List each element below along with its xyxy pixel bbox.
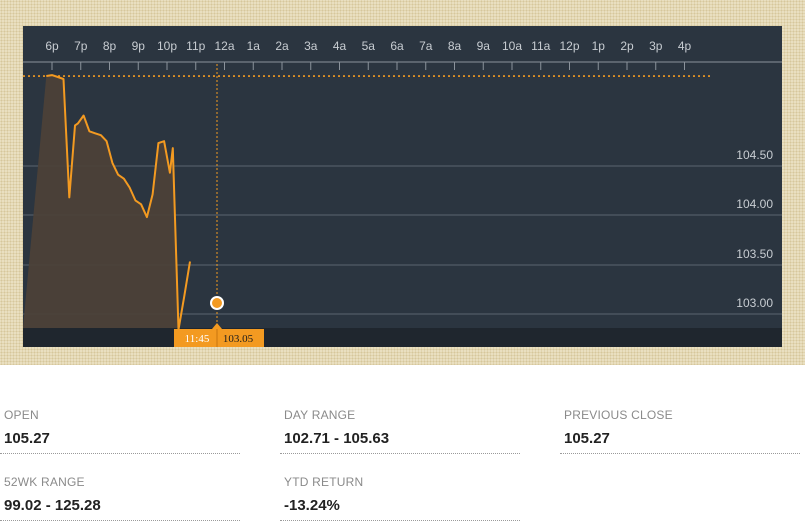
y-tick-label: 104.00 [736,197,773,211]
cursor-pointer [212,323,222,329]
x-tick-label: 6a [390,39,404,53]
x-tick-label: 10a [502,39,522,53]
y-tick-label: 103.50 [736,247,773,261]
x-tick-label: 12p [559,39,579,53]
x-tick-label: 8p [103,39,117,53]
cursor-time: 11:45 [185,333,210,345]
x-tick-label: 6p [45,39,59,53]
chart-frame: 104.50 104.00 103.50 103.00 6p 7p 8p 9p 10p 11p 12… [0,0,805,365]
x-tick-label: 9p [132,39,146,53]
x-tick-label: 8a [448,39,462,53]
stat-label: PREVIOUS CLOSE [564,408,673,422]
x-tick-label: 4a [333,39,347,53]
stat-previous-close: PREVIOUS CLOSE 105.27 [560,395,800,454]
x-tick-label: 11p [186,39,205,53]
stat-label: 52WK RANGE [4,475,85,489]
price-line [46,74,191,331]
x-tick-label: 3p [649,39,663,53]
x-tick-label: 1a [247,39,261,53]
price-area [23,75,179,330]
stat-label: OPEN [4,408,39,422]
x-tick-label: 1p [592,39,606,53]
stat-value: 105.27 [4,430,50,447]
stat-value: 105.27 [564,430,610,447]
stat-ytd-return: YTD RETURN -13.24% [280,462,520,521]
cursor-point [210,296,224,310]
stat-value: 102.71 - 105.63 [284,430,390,447]
y-tick-label: 103.00 [736,296,773,310]
stat-value: 99.02 - 125.28 [4,497,101,514]
x-tick-label: 9a [477,39,491,53]
x-tick-label: 7p [74,39,88,53]
price-chart[interactable]: 104.50 104.00 103.50 103.00 6p 7p 8p 9p 10p 11p 12… [0,0,805,365]
stat-day-range: DAY RANGE 102.71 - 105.63 [280,395,520,454]
stat-value: -13.24% [284,497,340,514]
stat-52wk-range: 52WK RANGE 99.02 - 125.28 [0,462,240,521]
time-strip [23,328,782,347]
x-tick-label: 7a [419,39,433,53]
x-tick-label: 2a [275,39,289,53]
y-tick-label: 104.50 [736,148,773,162]
stat-label: YTD RETURN [284,475,364,489]
stat-label: DAY RANGE [284,408,356,422]
x-tick-label: 4p [678,39,692,53]
x-tick-label: 10p [157,39,177,53]
x-tick-label: 3a [304,39,318,53]
stat-open: OPEN 105.27 [0,395,240,454]
x-tick-label: 2p [620,39,634,53]
x-tick-label: 12a [214,39,234,53]
cursor-value: 103.05 [223,333,254,345]
cursor-readout [174,329,264,347]
x-tick-label: 11a [531,39,550,53]
x-tick-label: 5a [362,39,376,53]
